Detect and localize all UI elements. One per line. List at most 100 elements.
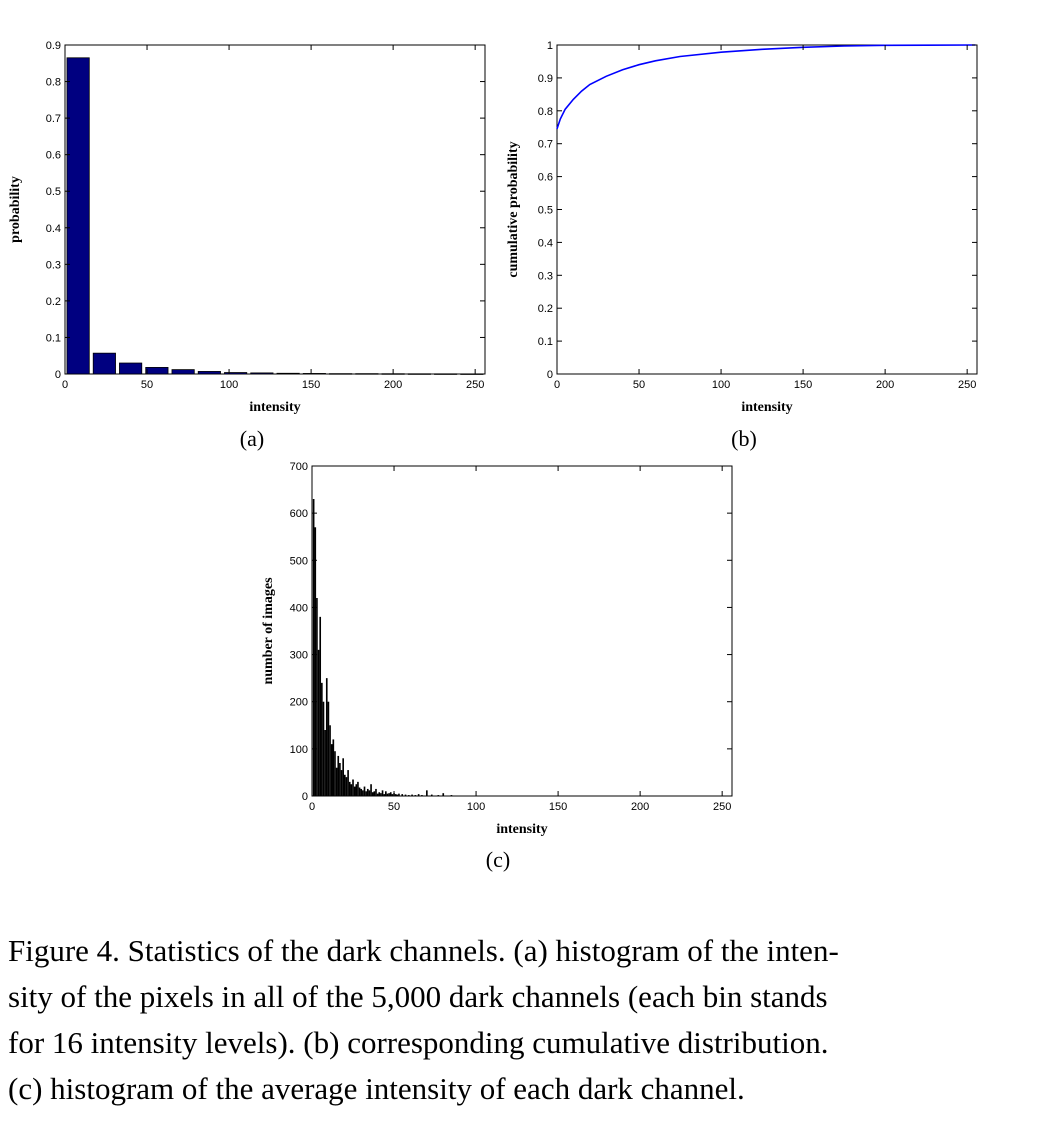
panel-c-bar <box>355 784 358 796</box>
panel-a-ytick-label: 0.8 <box>46 77 61 89</box>
panel-c-bar <box>327 701 330 796</box>
panel-c-xlabel: intensity <box>496 822 547 837</box>
panel-a-bar <box>434 373 458 375</box>
panel-c-ytick-label: 200 <box>290 697 308 709</box>
panel-c-bar <box>358 787 361 796</box>
panel-c-bar <box>335 767 338 796</box>
panel-c-bar <box>417 794 420 796</box>
panel-c-bar <box>363 786 366 796</box>
panel-c-bar <box>362 790 364 796</box>
panel-a-bar <box>355 373 379 375</box>
panel-c-xtick-label: 50 <box>388 801 400 813</box>
panel-a-xlabel: intensity <box>249 400 300 415</box>
panel-c-bar <box>450 795 453 796</box>
panel-b-axes-frame <box>556 44 978 375</box>
panel-c-ylabel: number of images <box>261 577 276 685</box>
panel-c-bar <box>407 795 410 796</box>
panel-a-ytick-label: 0.2 <box>46 296 61 308</box>
panel-c-bar <box>321 682 323 796</box>
panel-c-xtick-label: 250 <box>713 801 731 813</box>
figure-canvas: 0 50 100 150 200 250 0 0.1 0.2 0.3 0.4 0.5 0.6 0.7 0.8… <box>8 40 978 872</box>
panel-b-ytick-label: 0.2 <box>538 303 553 315</box>
caption-line: Figure 4. Statistics of the dark channel… <box>8 933 839 968</box>
panel-c-bar <box>394 794 397 796</box>
panel-b-line-series <box>556 44 976 130</box>
panel-b-ytick-label: 0.3 <box>538 270 553 282</box>
panel-c-bar <box>391 794 394 796</box>
panel-b-ytick-label: 0.5 <box>538 205 553 217</box>
panel-c-bar <box>348 781 351 796</box>
panel-label-a: (a) <box>240 426 264 451</box>
panel-c-bar <box>329 725 331 796</box>
panel-c-ytick-label: 500 <box>290 555 308 567</box>
panel-b-xtick-label: 100 <box>712 379 730 391</box>
panel-c-bar <box>357 781 359 796</box>
panel-c-bar <box>430 794 433 796</box>
panel-a-xtick-label: 250 <box>466 379 484 391</box>
panel-a-ytick-label: 0.1 <box>46 332 61 344</box>
panel-c-bar <box>414 795 417 796</box>
panel-c-ytick-label: 700 <box>290 461 308 473</box>
panel-label-b: (b) <box>731 426 757 451</box>
panel-c-bar <box>401 794 404 796</box>
panel-a-bar <box>224 372 248 375</box>
panel-c-bar <box>368 790 371 796</box>
panel-a-bar <box>171 369 195 375</box>
panel-c-bar <box>352 779 354 796</box>
chart-panel-c: 0 50 100 150 200 250 0 100 200 300 400 500 600 700 int… <box>261 461 733 837</box>
panel-b-ylabel: cumulative probability <box>506 141 521 277</box>
panel-c-bar <box>316 598 318 796</box>
panel-a-xtick-label: 0 <box>62 379 68 391</box>
panel-c-bar <box>370 784 372 796</box>
panel-b-ytick-label: 0.1 <box>538 336 553 348</box>
panel-a-bar <box>276 372 300 375</box>
caption-line: (c) histogram of the average intensity o… <box>8 1071 745 1106</box>
panel-a-ytick-label: 0 <box>55 369 61 381</box>
panel-c-bar <box>378 792 381 796</box>
panel-c-bar <box>337 755 340 796</box>
panel-b-ytick-label: 0.4 <box>538 237 553 249</box>
panel-c-bar <box>332 739 335 796</box>
panel-c-bar <box>330 744 333 796</box>
panel-a-ytick-label: 0.9 <box>46 40 61 52</box>
panel-a-axes-frame <box>64 44 486 375</box>
panel-a-ytick-label: 0.5 <box>46 186 61 198</box>
panel-b-ytick-label: 0.7 <box>538 139 553 151</box>
figure-caption: Figure 4. Statistics of the dark channel… <box>8 928 1038 1112</box>
panel-a-bar <box>329 373 353 375</box>
panel-c-ytick-label: 300 <box>290 650 308 662</box>
panel-c-bar <box>360 788 363 796</box>
panel-c-bar <box>365 791 367 796</box>
chart-panel-b: 0 50 100 150 200 250 0 0.1 0.2 0.3 0.4 0.5 0.6 0.7 0.8… <box>506 40 978 415</box>
panel-b-xtick-label: 250 <box>958 379 976 391</box>
panel-b-ytick-label: 0.8 <box>538 106 553 118</box>
panel-c-bar <box>371 792 374 796</box>
panel-a-xtick-label: 200 <box>384 379 402 391</box>
panel-a-ytick-label: 0.3 <box>46 259 61 271</box>
panel-c-bar <box>396 794 399 796</box>
panel-label-c: (c) <box>486 847 510 872</box>
chart-panel-a: 0 50 100 150 200 250 0 0.1 0.2 0.3 0.4 0.5 0.6 0.7 0.8… <box>8 40 486 415</box>
panel-a-xtick-label: 100 <box>220 379 238 391</box>
panel-a-bar <box>302 373 326 375</box>
panel-c-bar <box>389 792 392 796</box>
panel-c-xtick-label: 100 <box>467 801 485 813</box>
panel-b-ytick-label: 0.9 <box>538 73 553 85</box>
panel-b-xtick-label: 50 <box>633 379 645 391</box>
panel-c-bar <box>404 794 407 796</box>
panel-c-bar <box>353 786 356 796</box>
panel-c-bar <box>376 793 379 796</box>
panel-c-bar <box>325 678 328 796</box>
panel-c-bar <box>343 774 346 796</box>
caption-line: for 16 intensity levels). (b) correspond… <box>8 1025 829 1060</box>
panel-a-bar <box>407 373 431 375</box>
panel-a-ytick-label: 0.6 <box>46 150 61 162</box>
panel-c-ytick-label: 0 <box>302 791 308 803</box>
panel-a-bar <box>66 57 90 375</box>
panel-c-bar <box>398 793 400 796</box>
panel-c-bar <box>426 790 428 796</box>
panel-c-bar <box>386 793 389 796</box>
panel-c-bar <box>314 527 317 796</box>
panel-b-xtick-label: 150 <box>794 379 812 391</box>
panel-c-bar <box>317 649 320 796</box>
